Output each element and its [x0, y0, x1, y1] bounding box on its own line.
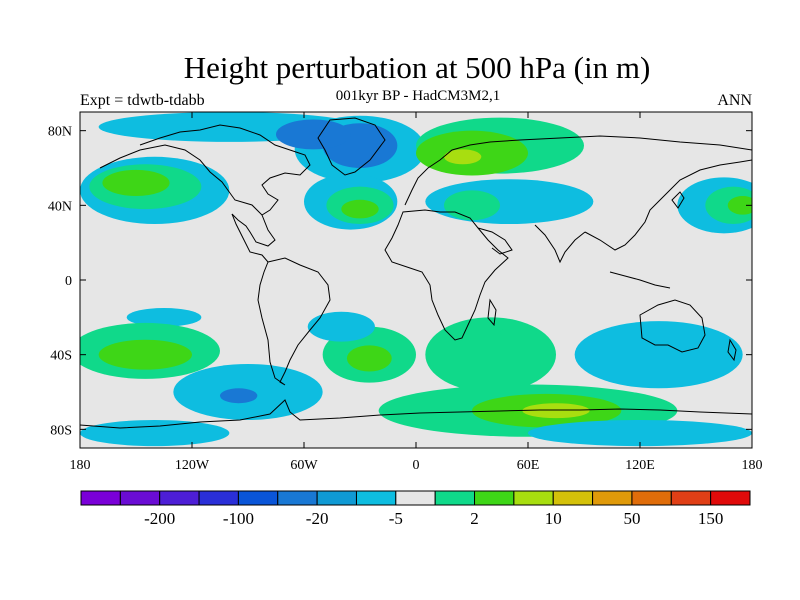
anomaly-south-pacific-negative-core	[220, 388, 258, 404]
colorbar-label: -5	[389, 509, 403, 528]
anomaly-indian-ocean-positive	[425, 317, 556, 392]
colorbar-label: 10	[545, 509, 562, 528]
coastline-madagascar	[487, 298, 497, 327]
colorbar-swatch	[552, 490, 594, 506]
lat-tick-label: 80S	[50, 423, 72, 438]
anomaly-antarctic-negative-west	[80, 420, 230, 447]
coastline-europe	[404, 135, 752, 206]
colorbar-swatch	[159, 490, 200, 506]
coastline-indonesia	[609, 271, 671, 289]
coastline-india	[534, 224, 586, 264]
anomaly-antarctic-negative	[528, 420, 752, 447]
colorbar-label: 150	[698, 509, 724, 528]
coastline-north-america	[99, 124, 311, 216]
coastline-australia	[639, 299, 706, 353]
anomaly-arabian-sea-positive	[500, 326, 538, 338]
coastline-arabia	[477, 227, 513, 255]
anomaly-south-atlantic-positive-core	[346, 345, 392, 372]
colorbar-swatch	[277, 490, 318, 506]
coastlines	[80, 117, 752, 429]
colorbar-label: 50	[623, 509, 640, 528]
lon-tick-label: 180	[70, 458, 91, 473]
lon-tick-label: 0	[413, 458, 420, 473]
axis-ticks: 80N 40N 0 40S 80S 180 120W 60W 0 60E 120E 180	[48, 112, 763, 473]
colorbar-label: 2	[470, 509, 479, 528]
lon-tick-label: 120W	[175, 458, 210, 473]
colorbar-swatch	[474, 490, 515, 506]
anomaly-australia-negative	[574, 321, 743, 389]
colorbar-label: -20	[306, 509, 329, 528]
colorbar-swatch	[710, 490, 751, 506]
anomaly-greenland-negative-core	[276, 119, 351, 150]
colorbar-swatch	[434, 490, 476, 506]
coastline-new-zealand	[727, 338, 737, 362]
season-label: ANN	[717, 92, 752, 109]
anomaly-asia-positive	[444, 190, 500, 221]
coastline-south-america	[257, 257, 331, 386]
coastline-central-america	[231, 213, 276, 247]
colorbar-swatch	[355, 490, 397, 506]
coastline-japan	[671, 191, 685, 209]
experiment-label: Expt = tdwtb-tdabb	[80, 92, 205, 109]
coastline-east-asia	[584, 159, 752, 251]
lon-tick-label: 60W	[290, 458, 318, 473]
colorbar-swatch	[237, 490, 279, 506]
anomaly-north-pacific-positive-core	[102, 169, 170, 196]
chart-subtitle: 001kyr BP - HadCM3M2,1	[335, 88, 501, 104]
colorbar-swatch	[670, 490, 712, 506]
anomaly-south-pacific-positive-core	[98, 339, 192, 370]
colorbar-swatch	[631, 490, 672, 506]
coastline-gulf-of-mexico	[231, 213, 269, 263]
lat-tick-label: 40N	[48, 199, 72, 214]
anomaly-southern-ocean-positive-max	[522, 403, 590, 419]
coastline-greenland	[317, 117, 386, 176]
anomaly-fields	[80, 112, 752, 447]
coastline-africa	[384, 209, 509, 341]
lat-tick-label: 0	[65, 274, 72, 289]
anomaly-west-pacific-positive-core	[727, 196, 752, 215]
anomaly-eurasia-positive-max	[444, 149, 482, 165]
colorbar-swatch	[316, 490, 357, 506]
anomaly-south-atlantic-negative	[307, 311, 375, 342]
lon-tick-label: 60E	[517, 458, 540, 473]
colorbar-swatch	[198, 490, 239, 506]
lat-tick-label: 40S	[50, 349, 72, 364]
colorbar-swatch	[80, 490, 121, 506]
colorbar-label: -100	[223, 509, 254, 528]
anomaly-mid-atlantic-positive-core	[341, 199, 379, 219]
coastline-antarctica	[80, 399, 752, 429]
colorbar-swatch	[592, 490, 633, 506]
colorbar-swatch	[119, 490, 161, 506]
colorbar-swatch	[513, 490, 554, 506]
chart-title: Height perturbation at 500 hPa (in m)	[183, 50, 651, 85]
colorbar: -200 -100 -20 -5 2 10 50 150	[80, 490, 751, 528]
lat-tick-label: 80N	[48, 125, 72, 140]
anomaly-tropical-pacific-negative	[126, 308, 202, 327]
lon-tick-label: 180	[742, 458, 763, 473]
lon-tick-label: 120E	[625, 458, 655, 473]
colorbar-label: -200	[144, 509, 175, 528]
colorbar-swatch	[395, 490, 436, 506]
